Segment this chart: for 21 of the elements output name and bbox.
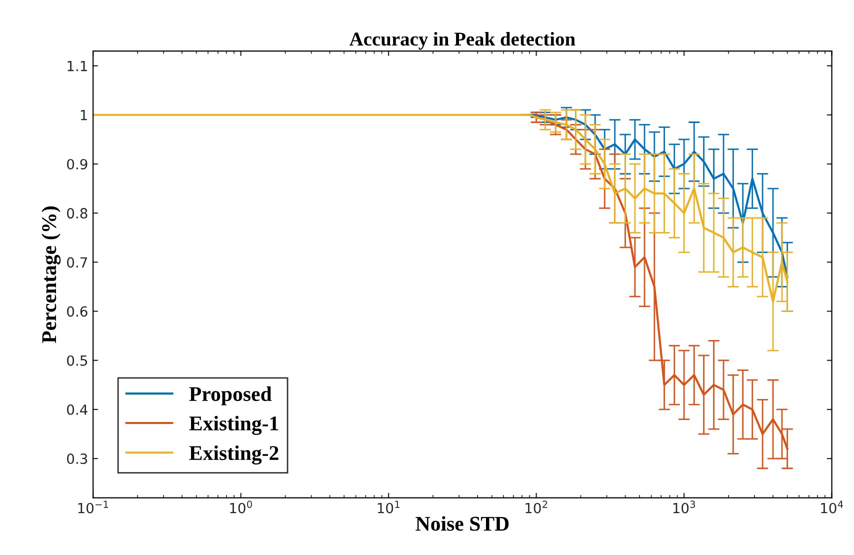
x-tick-label: 10$^{3}$ — [673, 500, 696, 514]
y-tick-label: 1.1 — [68, 60, 87, 72]
y-tick-label: 0.8 — [67, 208, 88, 219]
y-tick-label: 1 — [80, 110, 87, 120]
x-tick-label: 10$^{−1}$ — [78, 500, 108, 514]
x-tick-label: 10$^{4}$ — [821, 500, 844, 514]
y-tick-label: 0.6 — [67, 306, 88, 317]
y-tick-label: 0.7 — [67, 257, 88, 268]
x-tick-label: 10$^{0}$ — [230, 500, 252, 514]
y-tick-label: 0.9 — [67, 158, 88, 170]
x-tick-label: 10$^{1}$ — [378, 500, 400, 514]
chart-title: Accuracy in Peak detection — [350, 32, 576, 50]
y-tick-label: 0.4 — [67, 404, 88, 415]
legend-label: Proposed — [189, 386, 272, 406]
x-tick-label: 10$^{2}$ — [526, 500, 548, 514]
y-axis-title: Percentage (%) — [42, 206, 61, 344]
legend-label: Existing-1 — [189, 416, 278, 435]
y-tick-label: 0.5 — [67, 355, 88, 366]
y-tick-label: 0.3 — [67, 454, 88, 464]
x-axis-title: Noise STD — [416, 516, 509, 531]
legend-label: Existing-2 — [189, 445, 278, 464]
